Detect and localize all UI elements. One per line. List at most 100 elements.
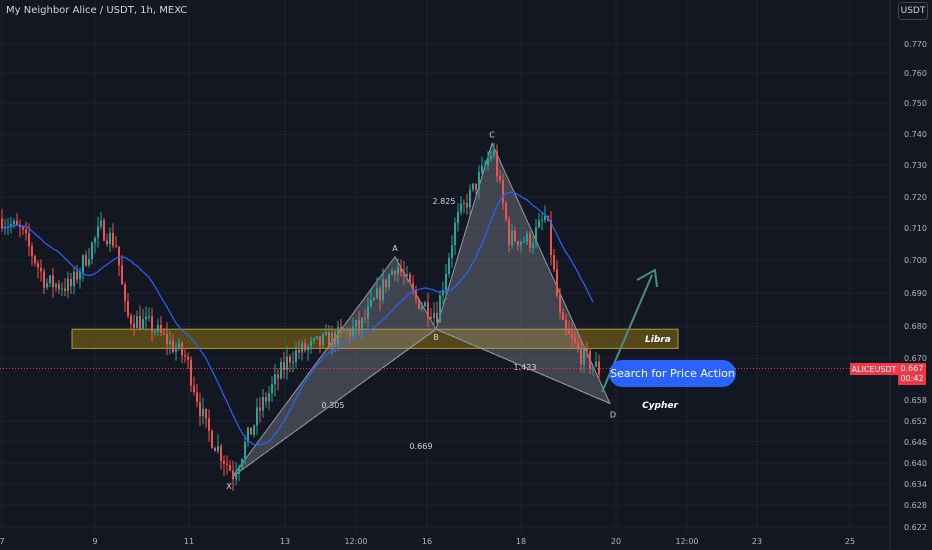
candle-body	[346, 329, 348, 332]
candle-body	[124, 284, 126, 301]
candle-body	[16, 220, 18, 225]
candle-body	[34, 256, 36, 264]
candle-body	[250, 427, 252, 435]
candle-body	[373, 298, 375, 301]
candle-body	[157, 324, 159, 332]
candle-body	[76, 271, 78, 280]
candle-body	[442, 290, 444, 296]
search-price-action-button[interactable]: Search for Price Action	[609, 360, 736, 387]
candle-body	[589, 351, 591, 369]
x-tick-label: 12:00	[344, 537, 367, 546]
candle-body	[217, 446, 219, 452]
candle-body	[556, 269, 558, 296]
y-tick-label: 0.690	[904, 289, 927, 298]
candle-body	[40, 267, 42, 272]
y-tick-label: 0.700	[904, 256, 927, 265]
candle-body	[400, 267, 402, 273]
y-tick-label: 0.680	[904, 322, 927, 331]
y-tick-label: 0.730	[904, 161, 927, 170]
y-tick-label: 0.750	[904, 99, 927, 108]
candle-body	[223, 460, 225, 464]
candle-body	[364, 318, 366, 320]
candle-body	[58, 284, 60, 290]
candle-body	[388, 274, 390, 288]
candle-body	[259, 407, 261, 411]
candle-body	[457, 212, 459, 224]
candle-body	[454, 223, 456, 246]
candle-body	[118, 246, 120, 266]
candle-body	[28, 233, 30, 247]
candle-body	[262, 397, 264, 411]
candle-body	[136, 316, 138, 329]
candle-body	[562, 312, 564, 321]
currency-button[interactable]: USDT	[898, 2, 928, 20]
candle-body	[541, 219, 543, 221]
candle-body	[307, 346, 309, 351]
candle-body	[592, 366, 594, 369]
candle-body	[403, 272, 405, 276]
candle-body	[565, 320, 567, 329]
candle-body	[289, 356, 291, 363]
candle-body	[553, 255, 555, 270]
candle-body	[463, 202, 465, 204]
last-price-tag: 0.667 00:42	[898, 363, 926, 385]
candle-body	[451, 245, 453, 259]
candle-body	[328, 332, 330, 347]
candle-body	[37, 263, 39, 268]
candle-body	[202, 408, 204, 416]
candle-body	[436, 312, 438, 323]
candle-body	[13, 220, 15, 225]
candle-body	[109, 232, 111, 244]
candle-body	[295, 350, 297, 362]
candle-body	[343, 329, 345, 332]
candle-body	[580, 347, 582, 365]
candle-body	[505, 202, 507, 220]
pattern-ratio: 0.305	[322, 401, 345, 410]
candle-body	[466, 202, 468, 208]
candle-body	[274, 374, 276, 385]
candle-body	[52, 275, 54, 288]
candle-body	[502, 179, 504, 203]
candle-body	[178, 343, 180, 349]
y-tick-label: 0.652	[904, 417, 927, 426]
candle-body	[166, 333, 168, 345]
pattern-name-label: Cypher	[642, 401, 678, 411]
candle-body	[55, 284, 57, 288]
y-tick-label: 0.634	[904, 480, 927, 489]
candle-body	[163, 332, 165, 334]
candle-body	[193, 385, 195, 393]
candle-body	[508, 219, 510, 245]
time-axis[interactable]: 7 9 11 13 12:00 16 18 20 12:00 23 25	[0, 537, 855, 546]
candle-body	[271, 384, 273, 394]
candle-body	[445, 273, 447, 291]
candle-body	[421, 306, 423, 309]
candle-body	[268, 393, 270, 402]
price-axis[interactable]: 0.770 0.760 0.750 0.740 0.730 0.720 0.710 0.700…	[889, 0, 927, 550]
candle-body	[472, 183, 474, 190]
candle-body	[241, 459, 243, 468]
pattern-point-x: X	[226, 482, 232, 491]
candle-body	[127, 300, 129, 316]
x-tick-label: 18	[516, 537, 526, 546]
candle-body	[415, 289, 417, 299]
candle-body	[139, 316, 141, 330]
candle-body	[46, 283, 48, 288]
x-tick-label: 7	[0, 537, 5, 546]
candle-body	[94, 237, 96, 243]
candle-body	[460, 203, 462, 213]
candle-body	[376, 288, 378, 299]
candle-body	[106, 240, 108, 244]
candle-body	[499, 176, 501, 180]
candle-body	[316, 336, 318, 339]
candle-body	[334, 332, 336, 345]
candle-body	[298, 350, 300, 353]
candle-body	[214, 447, 216, 452]
candle-body	[532, 243, 534, 248]
candle-body	[478, 172, 480, 191]
candle-body	[469, 189, 471, 208]
candle-body	[154, 331, 156, 333]
libra-zone: Libra	[71, 328, 679, 349]
pattern-bd-leg	[435, 328, 611, 404]
candle-body	[490, 155, 492, 160]
